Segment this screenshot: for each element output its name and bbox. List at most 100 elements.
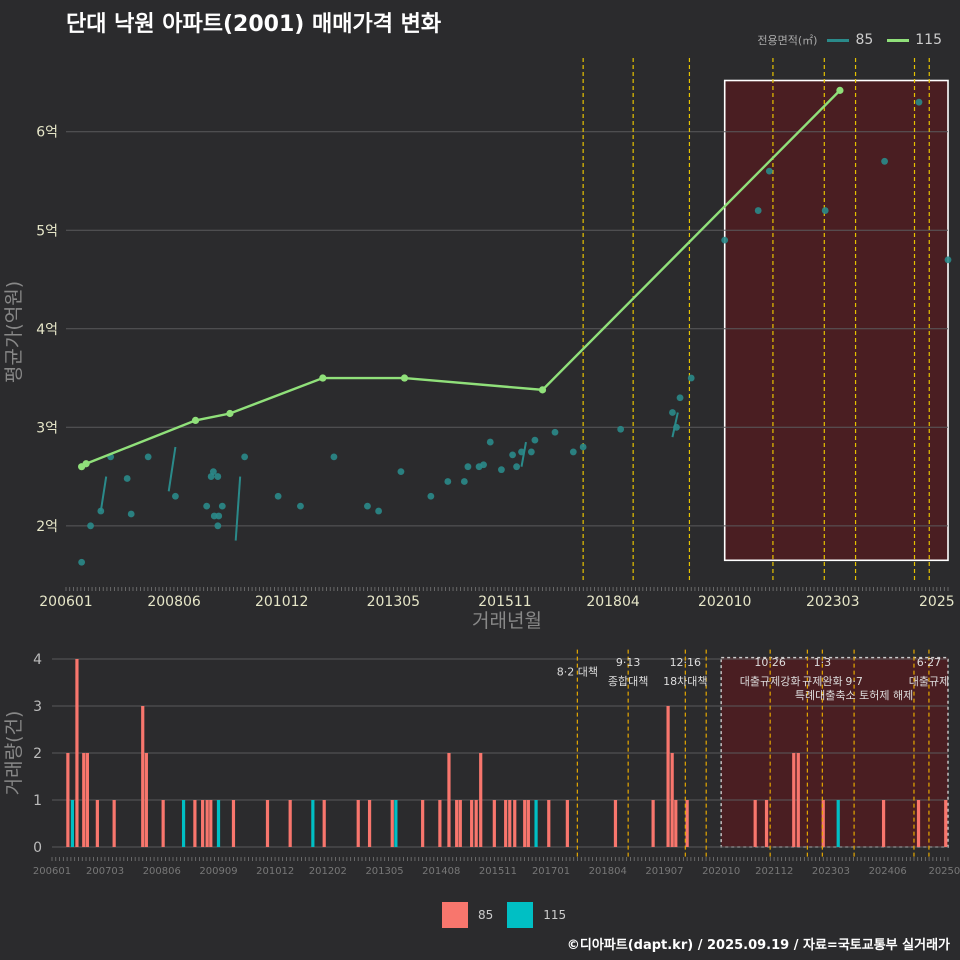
bar-85 xyxy=(504,800,508,847)
bar-85 xyxy=(670,753,674,847)
y-tick-label-bottom: 4 xyxy=(33,652,42,668)
policy-annotation: 규제완화 xyxy=(802,675,842,688)
data-point-85 xyxy=(881,157,888,165)
data-point-115 xyxy=(538,386,547,394)
legend-top: 전용면적(㎡) 85 115 xyxy=(757,32,950,48)
x-tick-label-bottom: 201804 xyxy=(589,866,627,877)
policy-annotation: 특례대출축소 토허제 해제 xyxy=(795,688,913,702)
data-point-85 xyxy=(127,510,135,518)
x-tick-label-bottom: 201511 xyxy=(479,866,517,877)
x-tick-label-bottom: 202112 xyxy=(755,866,793,877)
data-point-85 xyxy=(172,492,179,500)
bar-85 xyxy=(367,800,372,847)
bar-85 xyxy=(474,800,478,847)
x-tick-label-bottom: 202303 xyxy=(812,866,850,877)
data-point-85 xyxy=(78,558,86,566)
bar-115 xyxy=(311,800,315,847)
x-tick-label: 201804 xyxy=(586,594,640,610)
legend-swatch-85 xyxy=(442,902,468,928)
series-line-85 xyxy=(520,441,527,467)
bar-85 xyxy=(881,800,886,847)
bar-115 xyxy=(394,800,398,847)
x-tick-label: 201511 xyxy=(478,594,531,610)
legend-label-115-bar: 115 xyxy=(543,908,567,922)
data-point-85 xyxy=(215,512,223,520)
bar-85 xyxy=(944,800,948,847)
legend-label-85: 85 xyxy=(855,32,874,48)
bar-85 xyxy=(565,800,569,847)
bar-85 xyxy=(288,800,292,847)
bar-85 xyxy=(438,800,442,847)
series-line-85 xyxy=(167,446,177,492)
data-point-85 xyxy=(486,438,494,446)
data-point-85 xyxy=(464,463,472,471)
x-tick-label: 201305 xyxy=(367,594,420,610)
bar-85 xyxy=(231,800,236,847)
legend-line-85 xyxy=(827,38,850,42)
bar-85 xyxy=(356,800,360,847)
data-point-85 xyxy=(569,448,577,456)
bar-85 xyxy=(674,800,678,847)
x-tick-label-bottom: 200703 xyxy=(86,866,124,877)
data-point-115 xyxy=(400,374,409,382)
x-tick-label-bottom: 201305 xyxy=(365,866,403,877)
policy-annotation: 8·2 대책 xyxy=(557,665,598,678)
bar-85 xyxy=(85,753,89,847)
legend-label-115: 115 xyxy=(915,32,942,48)
y-tick-label-bottom: 3 xyxy=(33,699,42,715)
policy-annotation: 6·27 xyxy=(917,656,942,669)
series-line-115 xyxy=(80,89,841,468)
data-point-85 xyxy=(241,453,249,461)
bar-115 xyxy=(181,800,186,847)
bar-85 xyxy=(144,753,148,847)
data-point-85 xyxy=(144,453,152,461)
bar-85 xyxy=(390,800,394,847)
y-tick-label: 5억 xyxy=(36,223,58,239)
data-point-115 xyxy=(82,460,90,468)
data-point-85 xyxy=(214,473,222,480)
bar-85 xyxy=(95,800,99,847)
bar-85 xyxy=(112,800,116,847)
y-tick-label-bottom: 2 xyxy=(33,746,42,762)
data-point-85 xyxy=(218,502,226,510)
bar-85 xyxy=(205,800,209,847)
data-point-115 xyxy=(319,374,327,382)
x-axis-label: 거래년월 xyxy=(472,610,542,632)
data-point-85 xyxy=(297,502,304,510)
bar-85 xyxy=(526,800,530,847)
x-tick-label-bottom: 20250 xyxy=(928,866,960,877)
x-tick-label-bottom: 201202 xyxy=(309,866,347,877)
bar-85 xyxy=(141,706,145,847)
x-tick-label-bottom: 201907 xyxy=(645,866,683,877)
data-point-85 xyxy=(821,207,829,214)
policy-annotation: 9·13 xyxy=(616,656,641,669)
bar-85 xyxy=(82,753,86,847)
highlight-box-top xyxy=(723,79,949,562)
data-point-85 xyxy=(274,492,282,500)
bar-85 xyxy=(492,800,496,847)
y-tick-label: 6억 xyxy=(36,125,58,141)
bar-115 xyxy=(216,800,221,847)
data-point-85 xyxy=(444,478,452,485)
data-point-85 xyxy=(551,428,559,436)
y-tick-label: 2억 xyxy=(36,519,58,535)
data-point-85 xyxy=(203,502,211,510)
data-point-85 xyxy=(87,522,94,530)
data-point-85 xyxy=(915,98,923,106)
x-tick-label: 2025 xyxy=(919,594,955,610)
data-point-85 xyxy=(754,207,762,214)
x-tick-label-bottom: 202406 xyxy=(869,866,907,877)
data-point-85 xyxy=(397,468,405,476)
chart-title: 단대 낙원 아파트(2001) 매매가격 변화 xyxy=(66,12,442,37)
bar-85 xyxy=(201,800,205,847)
bar-85 xyxy=(513,800,517,847)
data-point-85 xyxy=(687,374,695,382)
policy-annotation: 1·3 xyxy=(814,656,832,669)
bar-85 xyxy=(458,800,462,847)
policy-annotation: 18차대책 xyxy=(663,675,707,688)
bar-85 xyxy=(651,800,655,847)
x-tick-label: 200806 xyxy=(147,594,201,610)
legend-bottom: 85 115 xyxy=(442,902,580,928)
bar-85 xyxy=(547,800,551,847)
series-line-85 xyxy=(671,412,679,438)
